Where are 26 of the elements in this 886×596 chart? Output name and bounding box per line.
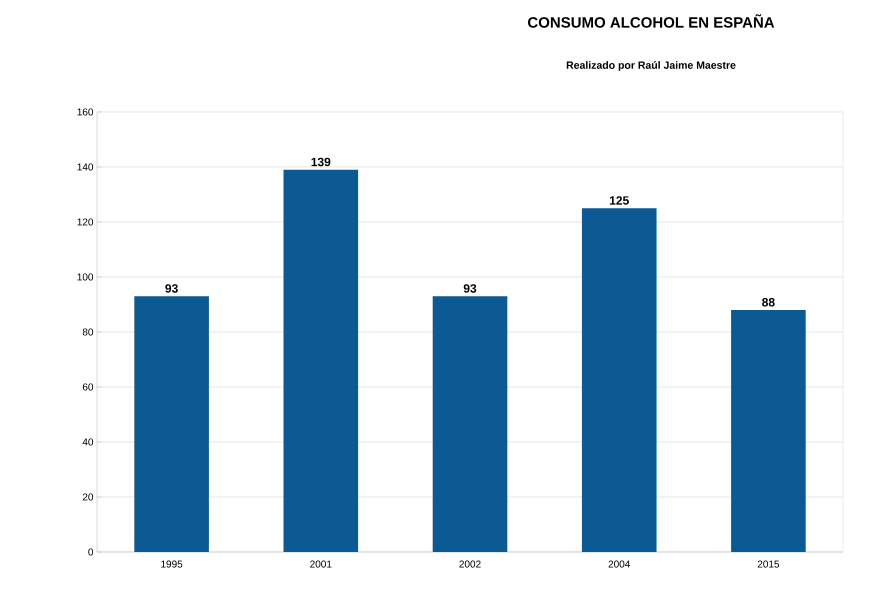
y-tick-label: 160 — [78, 108, 94, 116]
y-tick-label: 40 — [82, 438, 94, 446]
x-tick-label: 1995 — [161, 560, 182, 568]
chart-title: CONSUMO ALCOHOL EN ESPAÑA — [528, 14, 774, 28]
bar — [432, 296, 508, 552]
data-label: 93 — [165, 284, 178, 293]
data-label: 139 — [312, 158, 330, 166]
y-tick-label: 0 — [88, 548, 94, 556]
y-tick-label: 140 — [78, 163, 94, 171]
y-tick-label: 80 — [82, 328, 94, 336]
bar — [731, 310, 806, 552]
data-label: 125 — [610, 196, 629, 205]
bar — [582, 208, 656, 552]
bar — [134, 296, 209, 552]
bar — [284, 170, 358, 552]
x-tick-label: 2015 — [758, 560, 780, 568]
x-tick-label: 2002 — [459, 560, 481, 568]
data-label: 88 — [762, 298, 775, 306]
data-label: 93 — [464, 284, 476, 293]
y-tick-label: 60 — [82, 383, 94, 391]
x-tick-label: 2004 — [608, 560, 630, 568]
x-tick-label: 2001 — [310, 560, 332, 568]
y-tick-label: 100 — [78, 273, 94, 281]
y-tick-label: 20 — [82, 493, 94, 501]
y-tick-label: 120 — [78, 218, 94, 226]
chart-subtitle: Realizado por Raúl Jaime Maestre — [566, 61, 736, 71]
